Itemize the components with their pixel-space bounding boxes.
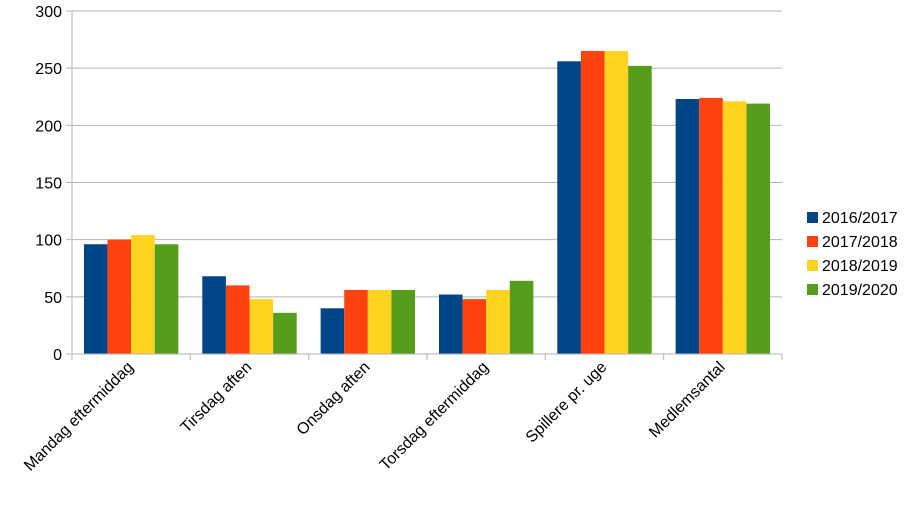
bar: [131, 235, 155, 354]
bar: [107, 239, 132, 354]
y-tick-label: 100: [35, 233, 62, 250]
legend-label: 2018/2019: [822, 258, 898, 275]
bar: [580, 51, 605, 355]
bar: [675, 99, 700, 354]
x-category-label: Tirsdag aften: [178, 359, 256, 437]
y-tick-label: 300: [35, 4, 62, 21]
bar: [699, 97, 723, 354]
x-category-label: Spillere pr. uge: [523, 359, 611, 447]
x-category-label: Medlemsantal: [646, 359, 728, 441]
bar: [83, 244, 108, 354]
bar: [486, 289, 510, 354]
x-category-label: Mandag eftermiddag: [21, 359, 137, 475]
bar: [367, 289, 392, 354]
bars: [83, 51, 771, 355]
bar: [746, 103, 771, 354]
y-tick-label: 150: [35, 176, 62, 193]
y-tick-label: 200: [35, 118, 62, 135]
bar: [628, 65, 652, 354]
bar: [391, 289, 416, 354]
gridlines: [66, 10, 782, 355]
bar: [273, 312, 297, 354]
bar: [438, 294, 463, 354]
bar: [249, 299, 274, 354]
legend-swatch: [807, 236, 818, 247]
y-axis-tick-labels: 0 50 100 150 200 250 300: [35, 4, 62, 364]
bar: [344, 289, 368, 354]
legend-label: 2017/2018: [822, 234, 898, 251]
bar: [509, 280, 534, 354]
bar: [722, 101, 747, 354]
bar: [604, 51, 629, 355]
legend-swatch: [807, 284, 818, 295]
bar: [557, 61, 581, 355]
x-category-label: Torsdag eftermiddag: [377, 359, 492, 474]
bar: [320, 308, 345, 354]
y-tick-label: 50: [44, 290, 62, 307]
bar: [225, 285, 250, 354]
legend-label: 2019/2020: [822, 282, 898, 299]
legend: 2016/2017 2017/2018 2018/2019 2019/2020: [807, 210, 898, 299]
legend-swatch: [807, 260, 818, 271]
legend-swatch: [807, 212, 818, 223]
x-category-label: Onsdag aften: [294, 359, 374, 439]
bar: [154, 244, 179, 354]
axes: [71, 11, 783, 360]
legend-label: 2016/2017: [822, 210, 898, 227]
y-tick-label: 250: [35, 61, 62, 78]
bar: [202, 276, 226, 354]
x-axis-category-labels: Mandag eftermiddag Tirsdag aften Onsdag af…: [21, 359, 728, 475]
bar: [462, 299, 487, 354]
y-tick-label: 0: [53, 347, 62, 364]
